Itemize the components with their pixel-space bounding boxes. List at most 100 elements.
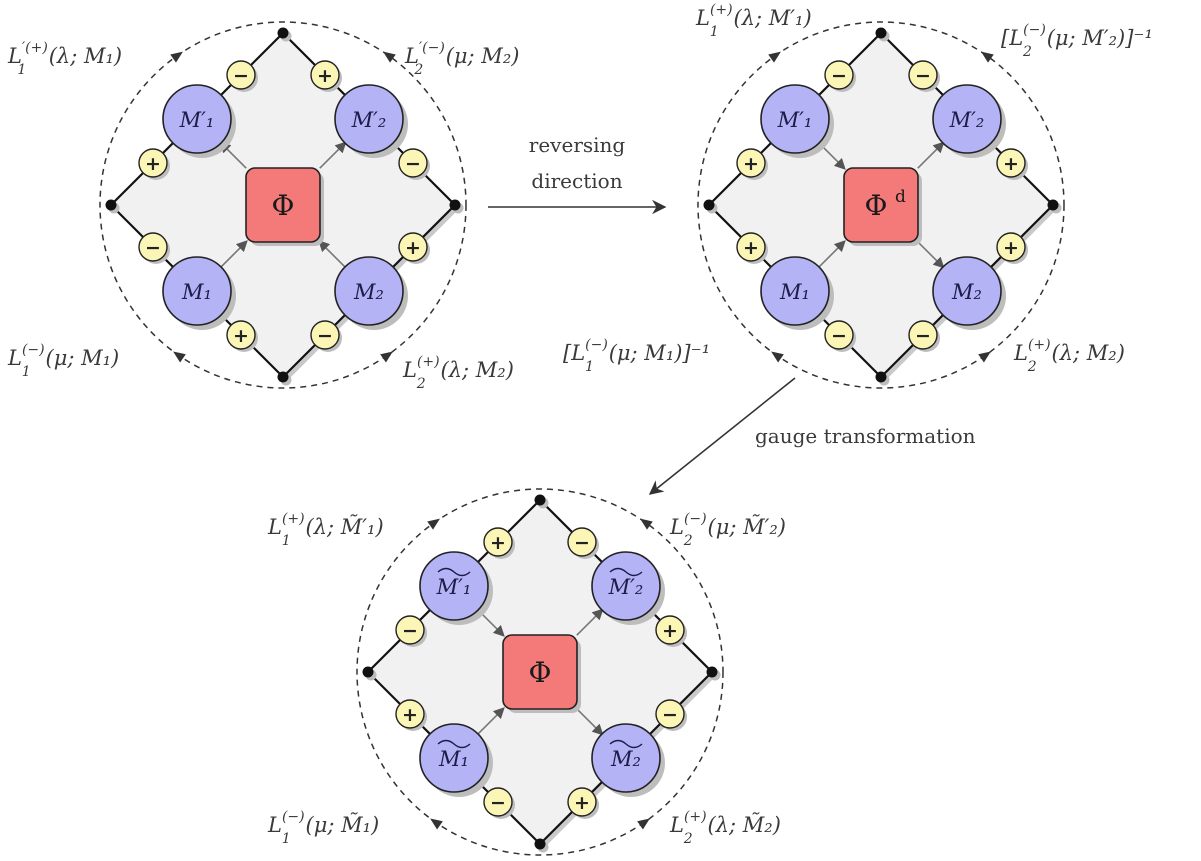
sign-label: −: [574, 532, 590, 554]
sign-label: +: [743, 153, 759, 175]
sign-br-right: [655, 699, 685, 729]
sign-label: −: [145, 237, 161, 259]
vertex-dot: [362, 666, 374, 678]
node-tr: [591, 551, 661, 621]
sign-tl-top: [226, 60, 256, 90]
edge-label-bl: [L(−) 1(μ; M₁)]⁻¹: [563, 337, 710, 375]
node-label-br: M₂: [353, 280, 384, 304]
tilde-mark: [609, 739, 643, 749]
orientation-arrow-icon: [771, 351, 784, 363]
node-label-bl: M₁: [181, 280, 212, 304]
orientation-arrow-icon: [768, 51, 781, 63]
node-tl: [162, 84, 232, 154]
sign-label: +: [402, 704, 418, 726]
edge-label-bl: L(−) 1(μ; M₁): [7, 342, 119, 380]
sign-label: +: [743, 237, 759, 259]
edge-label-br: L(+) 2(λ; M₂): [402, 354, 514, 392]
sign-label: +: [145, 153, 161, 175]
tilde-mark: [437, 739, 471, 749]
vertex-dot: [534, 838, 546, 850]
flow-arrow: [318, 240, 346, 268]
sign-label: −: [915, 65, 931, 87]
sign-br-right: [996, 232, 1026, 262]
sign-bl-bottom: [824, 320, 854, 350]
node-bl: [760, 256, 830, 326]
edge-label-tr: L′(−) 2(μ; M₂): [404, 40, 519, 78]
vertex-dot: [534, 494, 546, 506]
node-label-tl: M′₁: [436, 575, 472, 599]
sign-label: +: [662, 620, 678, 642]
boundary-circle: [356, 488, 724, 856]
vertex-dot: [105, 199, 117, 211]
node-br: [932, 256, 1002, 326]
sign-label: +: [233, 325, 249, 347]
node-label-tr: M′₂: [608, 575, 644, 599]
center-box: [502, 634, 578, 710]
sign-label: −: [915, 325, 931, 347]
center-label: Φ: [272, 189, 295, 222]
sign-label: −: [233, 65, 249, 87]
node-label-tr: M′₂: [351, 108, 387, 132]
edge-label-tl: L′(+) 1(λ; M₁): [7, 40, 122, 78]
sign-label: −: [662, 704, 678, 726]
flow-arrow: [917, 141, 945, 169]
sign-label: −: [490, 792, 506, 814]
vertex-dot: [277, 27, 289, 39]
sign-tl-left: [395, 615, 425, 645]
reverse-caption-line1: reversing: [529, 133, 626, 157]
boundary-circle: [697, 21, 1065, 389]
sign-br-bottom: [908, 320, 938, 350]
edge-label-tr: L(−) 2(μ; M̃′₂): [669, 511, 786, 549]
node-label-bl: M₁: [438, 747, 469, 771]
flow-arrow: [576, 708, 604, 736]
sign-bl-left: [138, 232, 168, 262]
node-tl: [760, 84, 830, 154]
node-label-tr: M′₂: [949, 108, 985, 132]
orientation-arrow-icon: [380, 351, 393, 363]
sign-tr-right: [996, 148, 1026, 178]
sign-tl-top: [824, 60, 854, 90]
vertex-dot: [449, 199, 461, 211]
tilde-mark: [609, 567, 643, 577]
center-label: Φ: [529, 656, 552, 689]
orientation-arrow-icon: [640, 518, 653, 530]
tilde-mark: [437, 567, 471, 577]
boundary-circle: [99, 21, 467, 389]
node-label-br: M₂: [951, 280, 982, 304]
orientation-arrow-icon: [978, 351, 991, 363]
center-label: Φ: [865, 189, 888, 222]
orientation-arrow-icon: [170, 51, 183, 63]
sign-tl-left: [138, 148, 168, 178]
sign-label: +: [1003, 153, 1019, 175]
edge-label-br: L(+) 2(λ; M̃₂): [669, 809, 781, 847]
orientation-arrow-icon: [981, 51, 994, 63]
sign-bl-left: [395, 699, 425, 729]
flow-arrow: [477, 707, 505, 735]
flow-arrow: [818, 240, 846, 268]
sign-label: +: [317, 65, 333, 87]
orientation-arrow-icon: [430, 818, 443, 830]
vertex-dot: [277, 371, 289, 383]
node-tr: [334, 84, 404, 154]
node-br: [591, 723, 661, 793]
sign-label: −: [831, 65, 847, 87]
sign-label: −: [831, 325, 847, 347]
sign-br-bottom: [567, 787, 597, 817]
sign-br-bottom: [310, 320, 340, 350]
node-br: [334, 256, 404, 326]
node-label-br: M₂: [610, 747, 641, 771]
flow-arrow: [220, 240, 248, 268]
sign-label: +: [1003, 237, 1019, 259]
edge-label-tl: L(+) 1(λ; M̃′₁): [267, 511, 384, 549]
node-label-tl: M′₁: [777, 108, 813, 132]
flow-arrow: [319, 141, 347, 169]
sign-tr-top: [310, 60, 340, 90]
vertex-dot: [875, 27, 887, 39]
center-label-sup: d: [895, 187, 906, 207]
sign-bl-left: [736, 232, 766, 262]
orientation-arrow-icon: [173, 351, 186, 363]
sign-br-right: [398, 232, 428, 262]
gauge-caption: gauge transformation: [755, 424, 976, 448]
node-bl: [162, 256, 232, 326]
